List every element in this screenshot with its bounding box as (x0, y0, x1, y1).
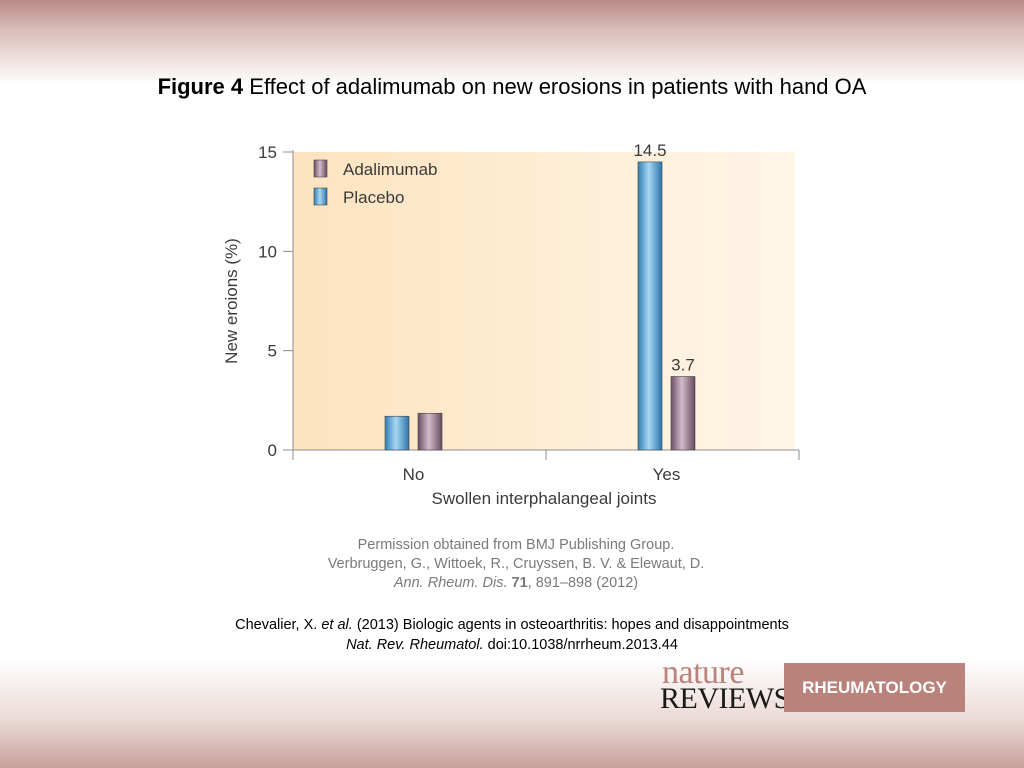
y-axis-title: New eroions (%) (222, 238, 241, 364)
credit-line-1: Permission obtained from BMJ Publishing … (357, 537, 675, 553)
credit-pages: , 891–898 (2012) (527, 575, 639, 591)
y-tick-label: 15 (258, 143, 277, 162)
nature-reviews-rheumatology-logo: nature REVIEWS RHEUMATOLOGY (660, 654, 966, 715)
citation-etal: et al. (321, 617, 353, 633)
citation-author: Chevalier, X. (235, 617, 318, 633)
logo-nature-text: nature (662, 654, 744, 691)
bar-chart: 0 5 10 15 New eroions (%) No Yes Swollen interp… (222, 141, 800, 508)
logo-reviews-text: REVIEWS (660, 682, 790, 715)
data-label-placebo-yes: 14.5 (633, 141, 666, 160)
bar-placebo-yes (637, 161, 663, 451)
x-axis-title: Swollen interphalangeal joints (432, 489, 657, 508)
legend-swatch-placebo (313, 187, 328, 206)
citation: Chevalier, X. et al. (2013) Biologic age… (0, 615, 1024, 655)
citation-line-2: Nat. Rev. Rheumatol. doi:10.1038/nrrheum… (0, 635, 1024, 655)
bar-adalimumab-no (417, 412, 443, 451)
credit-line-3: Ann. Rheum. Dis. 71, 891–898 (2012) (0, 574, 1024, 593)
plot-background (293, 152, 795, 450)
figure-caption: Effect of adalimumab on new erosions in … (249, 74, 867, 99)
credit-journal: Ann. Rheum. Dis. (393, 575, 508, 591)
legend: Adalimumab Placebo (313, 159, 438, 207)
legend-label-adalimumab: Adalimumab (343, 160, 438, 179)
x-tick-label: Yes (653, 465, 681, 484)
citation-doi: doi:10.1038/nrrheum.2013.44 (487, 637, 678, 653)
legend-swatch-adalimumab (313, 159, 328, 178)
bar-adalimumab-yes (670, 376, 696, 451)
slide-title: Figure 4 Effect of adalimumab on new ero… (0, 74, 1024, 100)
citation-title: (2013) Biologic agents in osteoarthritis… (356, 617, 789, 633)
permission-credit: Permission obtained from BMJ Publishing … (0, 536, 1024, 593)
bar-placebo-no (384, 415, 410, 451)
data-label-adalimumab-yes: 3.7 (671, 355, 695, 374)
logo-journal-box: RHEUMATOLOGY (784, 663, 965, 712)
credit-line-2: Verbruggen, G., Wittoek, R., Cruyssen, B… (327, 556, 705, 572)
citation-line-1: Chevalier, X. et al. (2013) Biologic age… (0, 615, 1024, 635)
y-tick-label: 5 (268, 342, 277, 361)
figure-number: Figure 4 (157, 74, 244, 99)
y-tick-label: 10 (258, 242, 277, 261)
x-tick-label: No (403, 465, 425, 484)
legend-label-placebo: Placebo (343, 188, 404, 207)
y-tick-label: 0 (268, 441, 277, 460)
citation-journal: Nat. Rev. Rheumatol. (346, 637, 484, 653)
credit-volume: 71 (511, 575, 528, 591)
